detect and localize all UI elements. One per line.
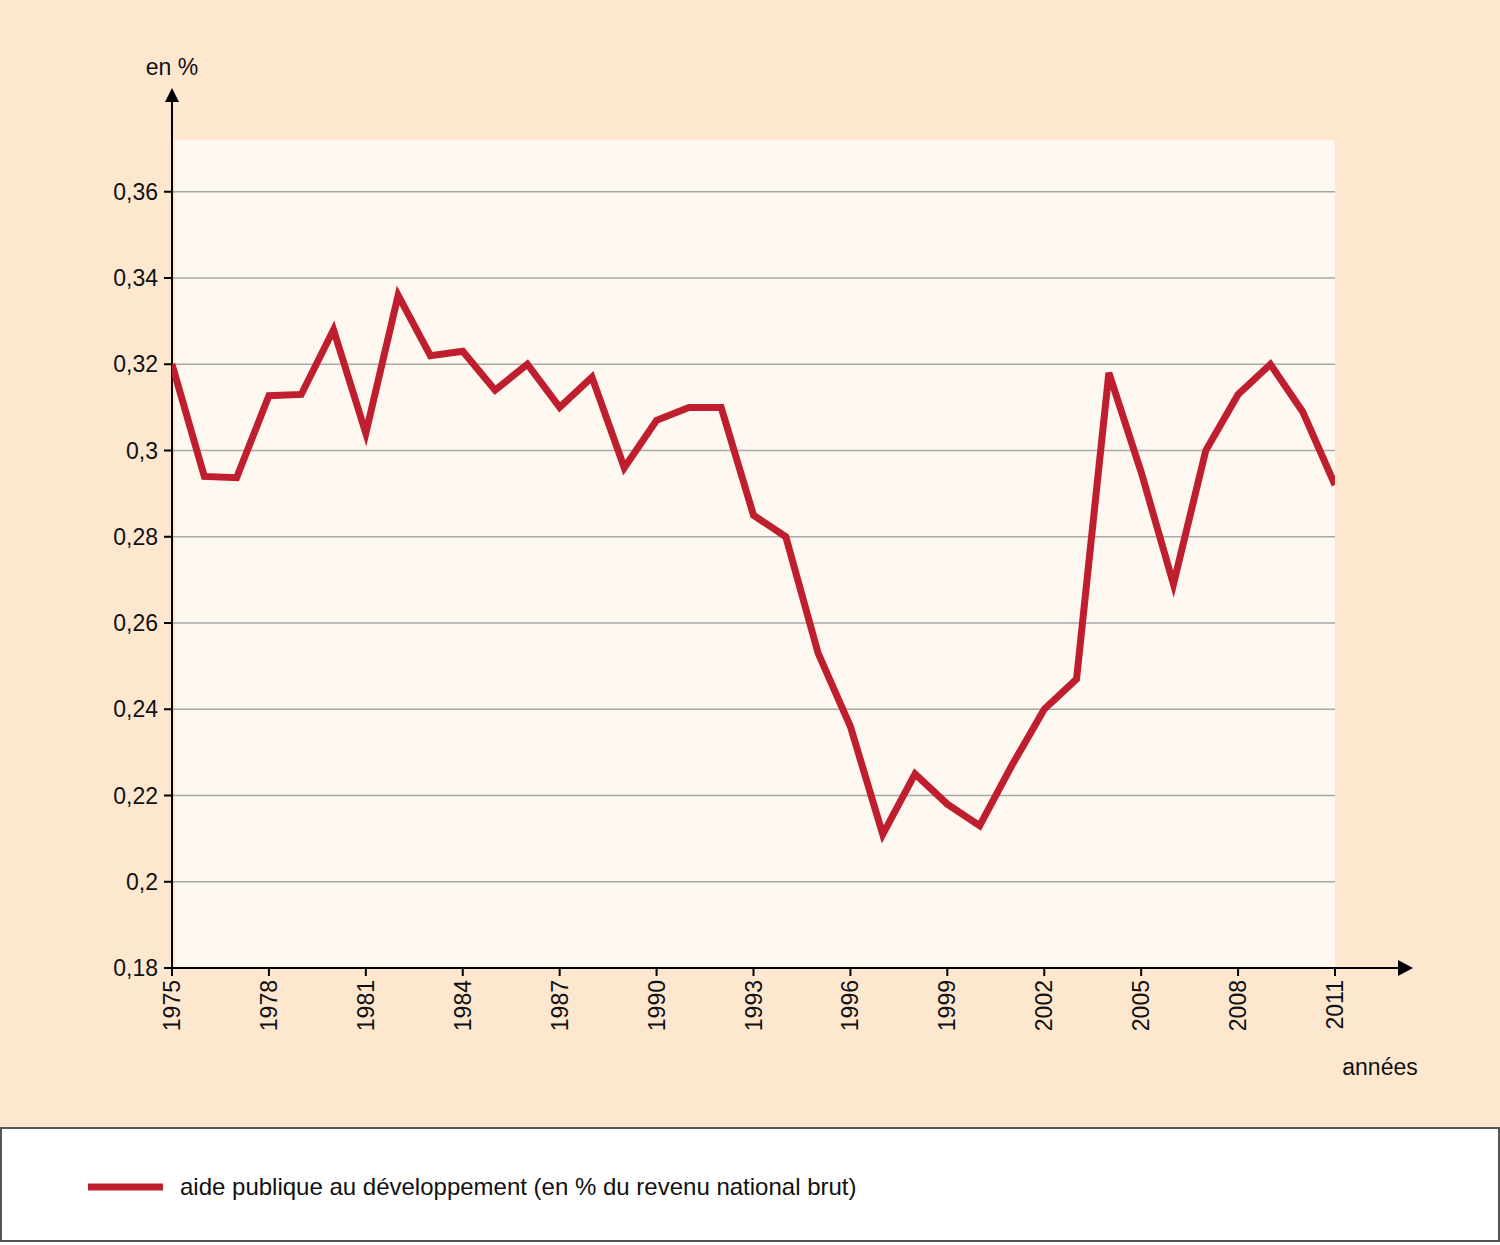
x-axis-label: années [1342,1054,1417,1080]
y-tick-label: 0,22 [113,783,158,809]
x-tick [1140,968,1142,976]
x-tick [656,968,658,976]
y-axis [171,100,173,968]
x-tick [1043,968,1045,976]
x-tick [1334,968,1336,976]
y-tick-label: 0,28 [113,524,158,550]
y-tick-label: 0,2 [126,869,158,895]
x-tick-label: 1978 [256,980,282,1031]
x-tick-label: 2011 [1322,980,1348,1029]
y-tick-label: 0,34 [113,265,158,291]
y-tick [164,363,172,365]
y-axis-arrow [165,88,179,102]
y-tick [164,191,172,193]
grid-line [172,622,1335,623]
grid-line [172,795,1335,796]
y-tick [164,967,172,969]
y-tick [164,536,172,538]
grid-line [172,709,1335,710]
x-tick [171,968,173,976]
x-tick [462,968,464,976]
x-tick [365,968,367,976]
y-tick [164,708,172,710]
y-tick-label: 0,32 [113,351,158,377]
series-group [172,295,1335,834]
x-tick-label: 1990 [644,980,670,1031]
x-tick-label: 2002 [1031,980,1057,1031]
x-tick-label: 1984 [450,980,476,1031]
background [0,0,1500,1128]
grid-line [172,881,1335,882]
y-tick-label: 0,3 [126,438,158,464]
x-tick-label: 1993 [741,980,767,1031]
y-tick-label: 0,18 [113,955,158,981]
x-tick [1237,968,1239,976]
x-tick-label: 1987 [547,980,573,1031]
x-tick-label: 1996 [837,980,863,1031]
x-tick-label: 1975 [159,980,185,1031]
y-tick-label: 0,24 [113,696,158,722]
y-axis-label: en % [146,54,198,80]
y-tick-label: 0,36 [113,179,158,205]
grid-line [172,450,1335,451]
series-line [172,295,1335,834]
legend-box [1,1128,1499,1241]
x-tick [268,968,270,976]
y-tick [164,277,172,279]
x-tick-label: 2008 [1225,980,1251,1031]
plot-area [175,140,1335,968]
y-tick [164,795,172,797]
x-tick [946,968,948,976]
grid-line [172,191,1335,192]
x-axis [172,967,1400,969]
x-tick-label: 1999 [934,980,960,1031]
y-tick-label: 0,26 [113,610,158,636]
x-tick-label: 2005 [1128,980,1154,1031]
x-tick [753,968,755,976]
x-tick [849,968,851,976]
y-tick [164,450,172,452]
x-tick-label: 1981 [353,980,379,1031]
y-tick [164,622,172,624]
chart: 0,18 0,2 0,22 0,24 0,26 0,28 0,3 0,32 0,34 0,36 19… [0,0,1500,1245]
y-tick [164,881,172,883]
legend-swatch [88,1184,163,1191]
x-axis-arrow [1398,960,1413,976]
grid-line [172,277,1335,278]
x-tick [559,968,561,976]
legend-label: aide publique au développement (en % du … [180,1173,856,1200]
